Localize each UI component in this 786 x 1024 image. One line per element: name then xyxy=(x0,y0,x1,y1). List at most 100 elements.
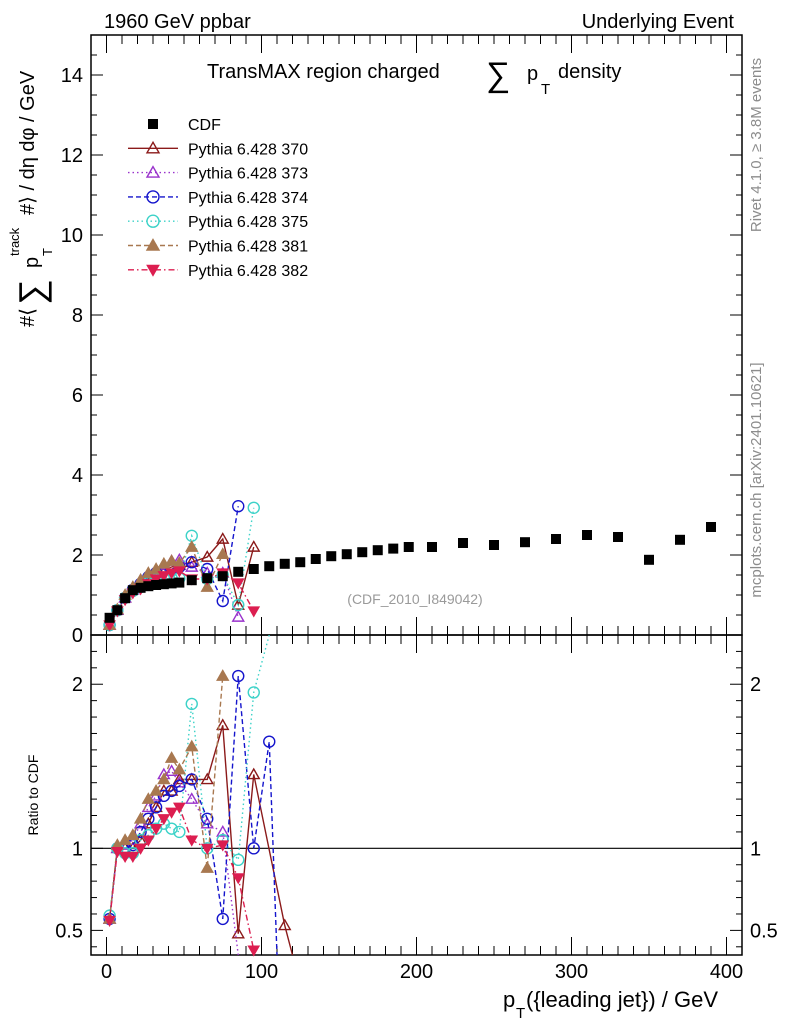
data-point xyxy=(165,568,178,580)
data-point xyxy=(582,530,592,540)
ratio-line xyxy=(108,806,255,951)
data-point xyxy=(145,165,161,178)
ratio-y-tick-label: 2 xyxy=(750,674,761,696)
data-point xyxy=(216,532,230,544)
data-point xyxy=(172,762,187,775)
data-point xyxy=(216,840,230,852)
data-point xyxy=(357,547,368,558)
data-point xyxy=(232,598,245,612)
data-point xyxy=(706,522,716,532)
data-point xyxy=(427,542,437,552)
data-point xyxy=(216,669,230,681)
data-point xyxy=(231,610,245,622)
ratio-y-tick-label: 2 xyxy=(72,674,83,696)
data-point xyxy=(172,802,186,814)
data-point xyxy=(458,538,468,548)
legend-entry: Pythia 6.428 375 xyxy=(128,214,308,231)
x-axis-label: p T ({leading jet}) / GeV xyxy=(503,987,718,1022)
legend-label: Pythia 6.428 374 xyxy=(188,190,308,207)
data-point xyxy=(149,824,163,836)
data-point xyxy=(172,772,187,785)
main-data xyxy=(102,500,716,632)
data-point xyxy=(202,573,213,584)
data-point xyxy=(233,566,244,577)
data-point xyxy=(216,825,230,837)
data-point xyxy=(644,554,654,565)
data-point xyxy=(232,853,245,867)
data-point xyxy=(146,264,160,277)
title-sub: T xyxy=(541,81,550,98)
ratio-line xyxy=(108,634,270,916)
data-point xyxy=(135,582,146,593)
data-point xyxy=(185,835,199,847)
header-right: Underlying Event xyxy=(582,11,735,33)
legend-label: Pythia 6.428 382 xyxy=(188,263,308,280)
data-point xyxy=(185,792,199,804)
ratio-line xyxy=(108,770,239,956)
title-text: TransMAX region charged xyxy=(207,61,440,83)
legend: CDF Pythia 6.428 370 Pythia 6.428 373 Pythi… xyxy=(128,117,308,280)
y-tick-label: 0 xyxy=(72,625,83,647)
ratio-series-pythia-6-428-382 xyxy=(103,802,261,957)
data-point xyxy=(200,580,214,592)
ratio-plot: 0 100 200 300 400 0.5 0.5 1 1 2 2 xyxy=(55,634,778,983)
data-point xyxy=(613,532,623,542)
ylabel-sum: ∑ xyxy=(11,279,52,305)
legend-entry: Pythia 6.428 370 xyxy=(128,140,308,158)
data-point xyxy=(185,773,198,786)
data-point xyxy=(112,605,123,616)
ratio-ylabel: Ratio to CDF xyxy=(25,755,41,836)
data-point xyxy=(157,571,171,583)
data-point xyxy=(104,612,115,623)
ylabel-lead: #⟨ xyxy=(17,308,39,327)
data-point xyxy=(231,578,245,590)
title-density: density xyxy=(558,61,621,83)
data-point xyxy=(247,842,260,855)
data-point xyxy=(185,697,198,711)
data-point xyxy=(158,579,169,590)
data-point xyxy=(216,912,229,926)
data-point xyxy=(164,554,179,566)
data-point xyxy=(103,915,116,928)
data-point xyxy=(200,772,214,785)
data-point xyxy=(126,851,140,864)
data-point xyxy=(151,580,162,590)
data-point xyxy=(232,500,245,513)
data-point xyxy=(141,835,155,847)
data-point xyxy=(231,598,245,610)
data-point xyxy=(185,772,199,785)
data-point xyxy=(148,119,158,129)
y-tick-label: 14 xyxy=(61,65,83,87)
main-axes: 0 2 4 6 8 10 12 14 xyxy=(61,34,743,647)
x-tick-label: 400 xyxy=(710,961,743,983)
header-left: 1960 GeV ppbar xyxy=(104,11,251,33)
data-point xyxy=(263,735,276,748)
data-point xyxy=(134,843,147,855)
data-point xyxy=(143,581,154,592)
data-point xyxy=(127,585,138,596)
ylabel-rest: #⟩ / dη dφ / GeV xyxy=(17,70,39,215)
legend-label: Pythia 6.428 381 xyxy=(188,239,308,256)
data-point xyxy=(145,238,161,251)
data-point xyxy=(174,577,185,588)
y-tick-label: 6 xyxy=(72,385,83,407)
data-point xyxy=(372,545,383,556)
title-sum-symbol: ∑ xyxy=(486,56,510,94)
data-point xyxy=(185,739,199,752)
data-point xyxy=(247,540,261,552)
data-point xyxy=(146,214,160,228)
mcplots-source: mcplots.cern.ch [arXiv:2401.10621] xyxy=(748,362,765,597)
data-point xyxy=(551,534,561,544)
ratio-y-tick-label: 1 xyxy=(750,838,761,860)
data-point xyxy=(231,926,245,939)
ratio-y-tick-label: 1 xyxy=(72,838,83,860)
ratio-y-tick-label: 0.5 xyxy=(55,920,83,942)
legend-label: CDF xyxy=(188,117,221,134)
data-point xyxy=(278,918,292,931)
data-point xyxy=(146,190,160,204)
data-point xyxy=(248,564,259,574)
data-point xyxy=(232,669,245,683)
data-point xyxy=(489,540,499,550)
data-point xyxy=(216,718,230,731)
